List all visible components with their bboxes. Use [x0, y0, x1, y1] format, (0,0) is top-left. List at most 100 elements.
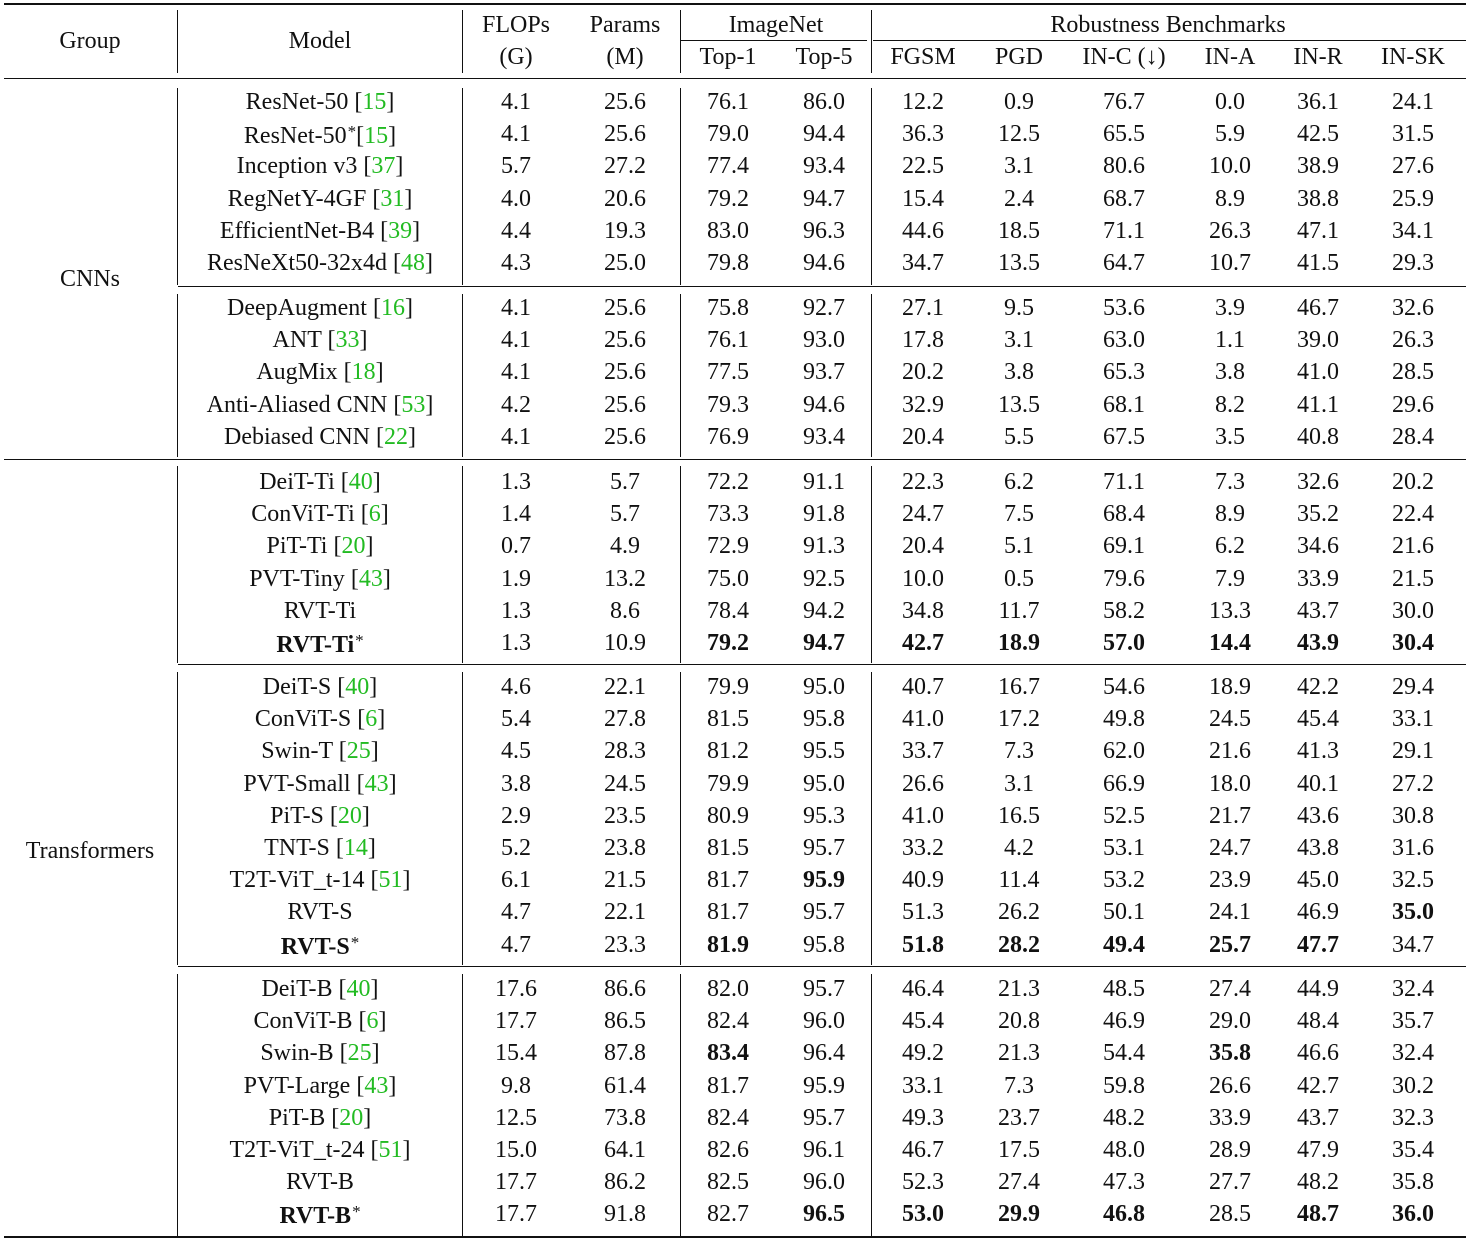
citation-link[interactable]: 6 [368, 501, 381, 528]
value-cell: 81.7 [707, 1072, 749, 1099]
col-divider-imagenet [871, 10, 872, 73]
value-cell: 68.4 [1103, 501, 1145, 528]
value-cell: 19.3 [604, 217, 646, 244]
value-cell: 46.8 [1103, 1201, 1145, 1228]
value-cell: 20.2 [1392, 469, 1434, 495]
value-cell: 36.3 [902, 121, 944, 148]
citation-link[interactable]: 20 [337, 802, 362, 829]
value-cell: 17.7 [495, 1169, 537, 1196]
ref-bracket: ] [370, 976, 379, 1002]
citation-link[interactable]: 43 [364, 1072, 389, 1099]
value-cell: 94.2 [803, 597, 845, 624]
value-cell: 6.2 [1215, 533, 1245, 560]
citation-link[interactable]: 48 [400, 250, 425, 276]
model-label: ResNeXt50-32x4d [207, 250, 393, 276]
value-cell: 82.7 [707, 1201, 749, 1228]
value-cell: 41.0 [1297, 359, 1339, 386]
ref-bracket: [ [393, 391, 402, 418]
citation-link[interactable]: 14 [343, 835, 368, 861]
value-cell: 65.3 [1103, 359, 1145, 386]
value-cell: 21.5 [604, 867, 646, 894]
value-cell: 21.6 [1392, 533, 1434, 560]
model-label: ConViT-B [253, 1008, 359, 1035]
value-cell: 29.0 [1209, 1008, 1251, 1035]
citation-link[interactable]: 22 [383, 423, 408, 450]
col-divider [871, 974, 872, 1236]
col-divider [871, 466, 872, 663]
model-label: DeepAugment [227, 295, 373, 321]
value-cell: 33.9 [1297, 565, 1339, 592]
citation-link[interactable]: 16 [380, 295, 405, 321]
group-label-cnns: CNNs [59, 266, 121, 292]
citation-link[interactable]: 51 [378, 867, 403, 894]
value-cell: 27.2 [1392, 770, 1434, 797]
value-cell: 5.7 [610, 469, 640, 495]
citation-link[interactable]: 40 [348, 469, 373, 495]
citation-link[interactable]: 33 [335, 327, 360, 354]
model-label: ConViT-S [254, 706, 358, 733]
citation-link[interactable]: 15 [362, 89, 387, 115]
ref-bracket: ] [365, 533, 374, 560]
value-cell: 34.1 [1392, 217, 1434, 244]
value-cell: 42.2 [1297, 674, 1339, 700]
col-divider [177, 466, 178, 663]
value-cell: 1.3 [501, 469, 531, 495]
citation-link[interactable]: 40 [346, 976, 371, 1002]
citation-link[interactable]: 25 [346, 738, 371, 765]
citation-link[interactable]: 6 [365, 706, 378, 733]
citation-link[interactable]: 31 [380, 185, 405, 212]
col-divider-group [177, 10, 178, 73]
citation-link[interactable]: 6 [366, 1008, 379, 1035]
col-divider [462, 466, 463, 663]
model-name: PVT-Small [43] [243, 770, 396, 798]
tiny-small-rule [178, 664, 1466, 665]
citation-link[interactable]: 51 [378, 1137, 403, 1163]
citation-link[interactable]: 20 [339, 1104, 364, 1131]
value-cell: 21.7 [1209, 802, 1251, 829]
value-cell: 25.6 [604, 391, 646, 418]
value-cell: 43.9 [1297, 630, 1339, 656]
citation-link[interactable]: 37 [371, 153, 396, 180]
value-cell: 83.4 [707, 1040, 749, 1067]
citation-link[interactable]: 40 [345, 674, 370, 700]
value-cell: 78.4 [707, 597, 749, 624]
citation-link[interactable]: 25 [347, 1040, 372, 1067]
value-cell: 69.1 [1103, 533, 1145, 560]
value-cell: 80.6 [1103, 153, 1145, 180]
col-divider [871, 294, 872, 457]
value-cell: 30.2 [1392, 1072, 1434, 1099]
citation-link[interactable]: 15 [364, 123, 389, 150]
value-cell: 33.1 [1392, 706, 1434, 733]
value-cell: 82.0 [707, 976, 749, 1002]
model-label: PVT-Small [243, 770, 357, 797]
citation-link[interactable]: 43 [358, 565, 383, 592]
model-label: DeiT-B [261, 976, 339, 1002]
value-cell: 25.6 [604, 121, 646, 148]
value-cell: 79.2 [707, 630, 749, 656]
ref-bracket: ] [375, 359, 384, 386]
model-label: T2T-ViT_t-14 [229, 867, 371, 894]
ref-bracket: [ [338, 738, 347, 765]
value-cell: 79.3 [707, 391, 749, 418]
citation-link[interactable]: 20 [341, 533, 366, 560]
model-name: ANT [33] [273, 326, 368, 354]
col-divider [871, 672, 872, 965]
value-cell: 34.7 [902, 250, 944, 276]
model-name: RVT-Ti* [276, 627, 363, 659]
value-cell: 32.9 [902, 391, 944, 418]
value-cell: 5.7 [610, 501, 640, 528]
header-fgsm: FGSM [890, 44, 956, 70]
citation-link[interactable]: 18 [351, 359, 376, 386]
value-cell: 41.5 [1297, 250, 1339, 276]
value-cell: 12.2 [902, 89, 944, 115]
value-cell: 33.7 [902, 738, 944, 765]
model-label: ANT [272, 327, 328, 354]
citation-link[interactable]: 39 [388, 217, 413, 244]
value-cell: 3.1 [1004, 153, 1034, 180]
citation-link[interactable]: 43 [364, 770, 389, 797]
value-cell: 66.9 [1103, 770, 1145, 797]
value-cell: 7.3 [1215, 469, 1245, 495]
value-cell: 47.1 [1297, 217, 1339, 244]
citation-link[interactable]: 53 [401, 391, 426, 418]
value-cell: 8.6 [610, 597, 640, 624]
